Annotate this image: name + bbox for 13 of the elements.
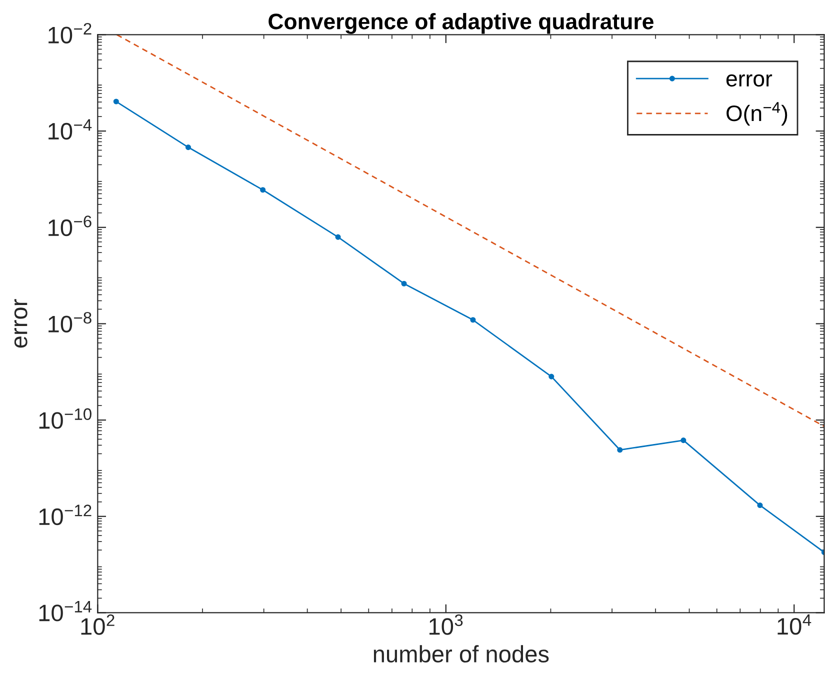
y-tick-label: 10$^{−10}$ bbox=[39, 408, 92, 429]
legend-label: error bbox=[726, 74, 772, 87]
y-tick-label: 10$^{−12}$ bbox=[39, 504, 92, 526]
legend-label: O(n$^{−4}$) bbox=[726, 102, 788, 126]
x-tick-label: 10$^{3}$ bbox=[430, 614, 463, 635]
x-axis-title: number of nodes bbox=[374, 645, 549, 662]
y-tick-label: 10$^{−2}$ bbox=[48, 22, 92, 44]
y-tick-label: 10$^{−4}$ bbox=[48, 119, 92, 140]
chart-title: Convergence of adaptive quadrature bbox=[268, 13, 654, 34]
y-axis-title: error bbox=[14, 299, 28, 348]
y-tick-label: 10$^{−6}$ bbox=[48, 216, 92, 236]
x-tick-label: 10$^{4}$ bbox=[778, 614, 812, 635]
y-tick-label: 10$^{−8}$ bbox=[48, 312, 92, 332]
